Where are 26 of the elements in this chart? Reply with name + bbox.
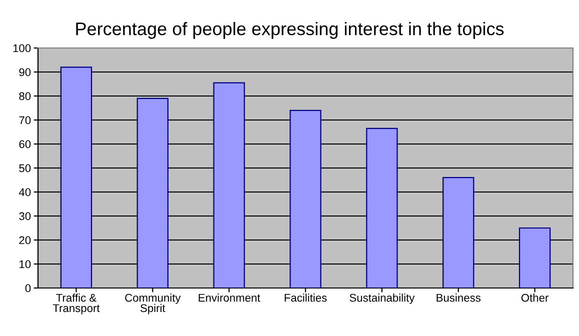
chart-title: Percentage of people expressing interest in the topics bbox=[76, 22, 504, 39]
bar bbox=[60, 66, 92, 288]
bar bbox=[442, 177, 474, 288]
x-tick-label: Community Spirit bbox=[125, 294, 181, 314]
y-tick-label: 60 bbox=[19, 140, 31, 148]
bar bbox=[518, 227, 551, 288]
y-tick-label: 80 bbox=[19, 92, 31, 100]
y-tick-label: 30 bbox=[19, 212, 31, 220]
bar bbox=[366, 128, 398, 288]
y-tick-label: 70 bbox=[19, 116, 31, 124]
y-tick-label: 90 bbox=[19, 68, 31, 76]
x-tick-label: Sustainability bbox=[350, 294, 415, 304]
y-tick-label: 20 bbox=[19, 236, 31, 244]
bar bbox=[290, 110, 322, 288]
y-tick-label: 50 bbox=[19, 164, 31, 172]
x-tick-label: Facilities bbox=[284, 294, 327, 302]
y-tick-label: 40 bbox=[18, 188, 31, 196]
x-tick-label: Environment bbox=[198, 294, 260, 302]
y-tick-label: 10 bbox=[20, 260, 31, 268]
x-tick-label: Business bbox=[436, 294, 480, 302]
y-tick-label: 100 bbox=[13, 44, 31, 52]
x-tick-label: Traffic & Transport bbox=[52, 294, 100, 314]
x-tick-label: Other bbox=[521, 294, 548, 302]
bar bbox=[136, 98, 168, 288]
y-tick-label: 0 bbox=[25, 284, 31, 292]
bar bbox=[213, 82, 245, 288]
